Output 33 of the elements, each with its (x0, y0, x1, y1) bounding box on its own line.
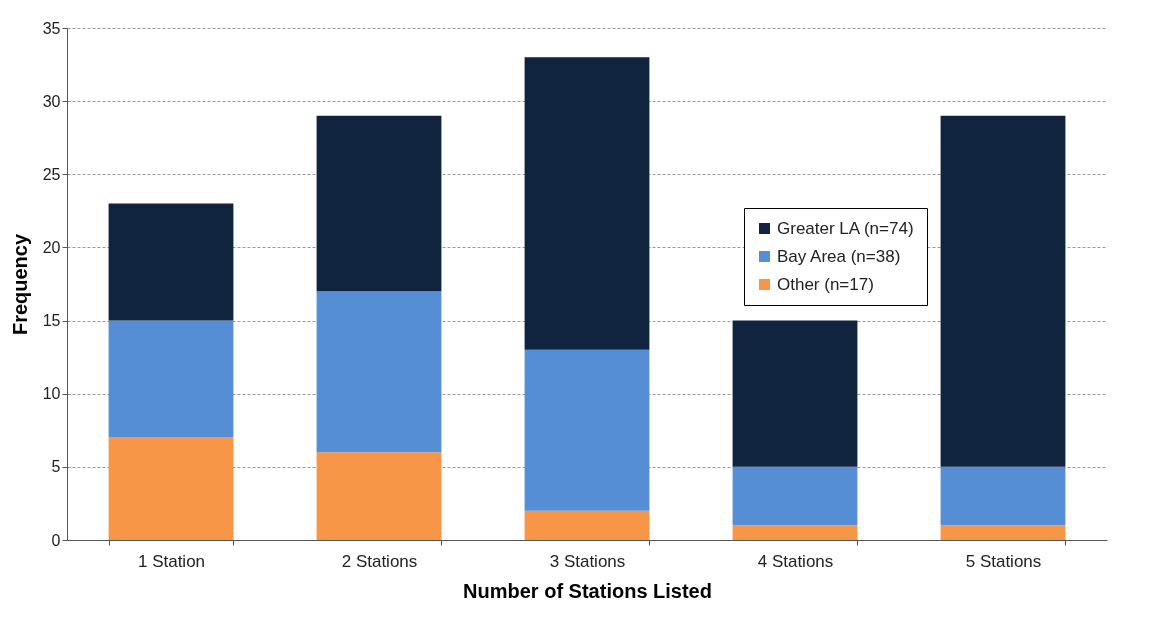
bar (108, 437, 234, 540)
x-axis-title: Number of Stations Listed (463, 579, 712, 602)
bar (732, 320, 858, 467)
y-tick-label: 35 (42, 19, 61, 37)
legend-label: Other (n=17) (777, 274, 874, 294)
bar (940, 525, 1066, 540)
bar (316, 452, 442, 540)
y-tick-label: 20 (42, 238, 61, 256)
bar (940, 466, 1066, 526)
bar (524, 57, 650, 350)
x-tick-label: 3 Stations (549, 551, 626, 571)
x-tick-label: 4 Stations (757, 551, 834, 571)
y-tick-label: 15 (42, 312, 61, 330)
legend-label: Bay Area (n=38) (777, 246, 901, 266)
bar (524, 349, 650, 511)
x-tick-label: 2 Stations (341, 551, 418, 571)
bar (732, 466, 858, 526)
bar (524, 510, 650, 540)
y-tick-label: 30 (42, 92, 61, 110)
bar (940, 115, 1066, 467)
y-tick-label: 0 (51, 531, 61, 549)
bar (108, 320, 234, 438)
x-tick-label: 5 Stations (965, 551, 1042, 571)
y-tick-label: 5 (51, 458, 61, 476)
y-axis-title: Frequency (8, 233, 31, 336)
y-tick-label: 25 (42, 165, 61, 183)
x-tick-label: 1 Station (137, 551, 206, 571)
bar (316, 291, 442, 453)
bar (108, 203, 234, 321)
bar (732, 525, 858, 540)
bar (316, 115, 442, 292)
legend-label: Greater LA (n=74) (777, 218, 914, 238)
y-tick-label: 10 (42, 385, 61, 403)
